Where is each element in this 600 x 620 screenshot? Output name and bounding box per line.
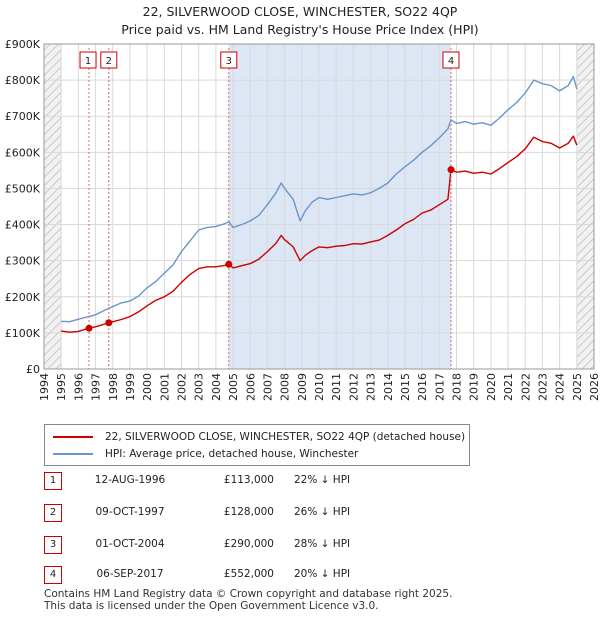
sale-label-text: 3 <box>226 56 232 67</box>
chart-title: 22, SILVERWOOD CLOSE, WINCHESTER, SO22 4… <box>142 4 458 19</box>
sale-label-text: 1 <box>85 56 91 67</box>
sale-label-3: 3 <box>220 51 238 69</box>
hatched-range-0 <box>44 44 62 369</box>
x-tick-label: 2012 <box>347 373 360 401</box>
sale-row-4: 4 06-SEP-2017 £552,000 20% ↓ HPI <box>44 566 464 586</box>
chart-legend: 22, SILVERWOOD CLOSE, WINCHESTER, SO22 4… <box>44 424 470 466</box>
x-tick-label: 1997 <box>90 373 103 401</box>
legend-swatch-property <box>53 436 93 438</box>
sale-number-badge: 4 <box>44 566 62 584</box>
sale-label-4: 4 <box>442 51 460 69</box>
sale-hpi-diff: 26% ↓ HPI <box>294 506 351 518</box>
sale-row-1: 1 12-AUG-1996 £113,000 22% ↓ HPI <box>44 472 464 492</box>
x-tick-label: 2023 <box>536 373 549 401</box>
y-tick-label: £700K <box>5 110 41 123</box>
x-tick-label: 2003 <box>193 373 206 401</box>
sale-label-text: 4 <box>448 56 454 67</box>
y-tick-label: £900K <box>5 38 41 51</box>
x-tick-label: 2009 <box>296 373 309 401</box>
x-tick-label: 2013 <box>365 373 378 401</box>
x-tick-label: 2018 <box>451 373 464 401</box>
x-tick-label: 2019 <box>468 373 481 401</box>
price-chart: 1 2 3 4 £0 £100K £200K £300K £400K £500K £600K £70… <box>5 38 600 401</box>
y-tick-label: £0 <box>26 363 40 376</box>
y-tick-label: £100K <box>5 327 41 340</box>
hatched-range-1 <box>576 44 594 369</box>
legend-item-property: 22, SILVERWOOD CLOSE, WINCHESTER, SO22 4… <box>53 429 465 445</box>
y-tick-label: £200K <box>5 291 41 304</box>
sale-hpi-diff: 20% ↓ HPI <box>294 568 351 580</box>
series-line-property <box>61 135 578 333</box>
series-line-hpi <box>61 75 578 323</box>
sale-number-badge: 1 <box>44 472 62 490</box>
legend-item-hpi: HPI: Average price, detached house, Winc… <box>53 446 358 462</box>
x-tick-label: 2020 <box>485 373 498 401</box>
footer-line-2: This data is licensed under the Open Gov… <box>44 600 379 612</box>
sale-label-box <box>220 51 238 69</box>
x-tick-label: 2017 <box>433 373 446 401</box>
footer-attribution: Contains HM Land Registry data © Crown c… <box>44 588 452 612</box>
legend-swatch-hpi <box>53 453 93 455</box>
x-tick-label: 2021 <box>502 373 515 401</box>
y-tick-label: £300K <box>5 255 41 268</box>
sale-hpi-diff: 22% ↓ HPI <box>294 474 351 486</box>
x-tick-label: 2025 <box>571 373 584 401</box>
x-tick-label: 1994 <box>38 373 51 401</box>
x-tick-label: 2000 <box>141 373 154 401</box>
x-tick-label: 2007 <box>261 373 274 401</box>
x-tick-label: 2011 <box>330 373 343 401</box>
sale-label-1: 1 <box>79 51 97 69</box>
x-tick-label: 1996 <box>72 373 85 401</box>
x-tick-label: 2022 <box>519 373 532 401</box>
sale-label-2: 2 <box>100 51 118 69</box>
x-tick-label: 2002 <box>176 373 189 401</box>
chart-subtitle: Price paid vs. HM Land Registry's House … <box>121 22 479 37</box>
x-tick-label: 1995 <box>55 373 68 401</box>
sale-number-badge: 3 <box>44 536 62 554</box>
sale-price: £290,000 <box>223 538 274 550</box>
plot-frame <box>43 43 595 370</box>
sale-point-2 <box>105 319 113 327</box>
x-tick-label: 2001 <box>158 373 171 401</box>
x-tick-label: 2015 <box>399 373 412 401</box>
shaded-period <box>228 44 451 369</box>
x-tick-label: 1998 <box>107 373 120 401</box>
sale-price: £552,000 <box>223 568 274 580</box>
sale-point-4 <box>447 166 455 174</box>
x-tick-label: 2016 <box>416 373 429 401</box>
sale-date: 12-AUG-1996 <box>94 474 166 486</box>
y-tick-label: £500K <box>5 182 41 195</box>
sale-price: £128,000 <box>223 506 274 518</box>
sale-number-badge: 2 <box>44 504 62 522</box>
sale-row-2: 2 09-OCT-1997 £128,000 26% ↓ HPI <box>44 504 464 524</box>
sale-point-3 <box>225 260 233 268</box>
y-tick-label: £600K <box>5 146 41 159</box>
sale-date: 09-OCT-1997 <box>95 506 165 518</box>
sale-label-box <box>79 51 97 69</box>
y-tick-label: £800K <box>5 74 41 87</box>
footer-line-1: Contains HM Land Registry data © Crown c… <box>44 588 453 600</box>
legend-label-hpi: HPI: Average price, detached house, Winc… <box>105 448 359 460</box>
x-tick-label: 2014 <box>382 373 395 401</box>
sale-row-3: 3 01-OCT-2004 £290,000 28% ↓ HPI <box>44 536 464 556</box>
x-tick-label: 2008 <box>279 373 292 401</box>
y-tick-label: £400K <box>5 219 41 232</box>
sale-label-box <box>442 51 460 69</box>
sale-date: 01-OCT-2004 <box>95 538 165 550</box>
sale-label-box <box>100 51 118 69</box>
x-tick-label: 2004 <box>210 373 223 401</box>
sale-hpi-diff: 28% ↓ HPI <box>294 538 351 550</box>
x-tick-label: 2010 <box>313 373 326 401</box>
x-tick-label: 2026 <box>588 373 600 401</box>
sale-date: 06-SEP-2017 <box>96 568 164 580</box>
x-tick-label: 2006 <box>244 373 257 401</box>
sale-point-1 <box>85 324 93 332</box>
sale-label-text: 2 <box>106 56 112 67</box>
x-tick-label: 1999 <box>124 373 137 401</box>
legend-label-property: 22, SILVERWOOD CLOSE, WINCHESTER, SO22 4… <box>105 431 466 443</box>
sale-price: £113,000 <box>223 474 274 486</box>
x-tick-label: 2024 <box>554 373 567 401</box>
x-tick-label: 2005 <box>227 373 240 401</box>
